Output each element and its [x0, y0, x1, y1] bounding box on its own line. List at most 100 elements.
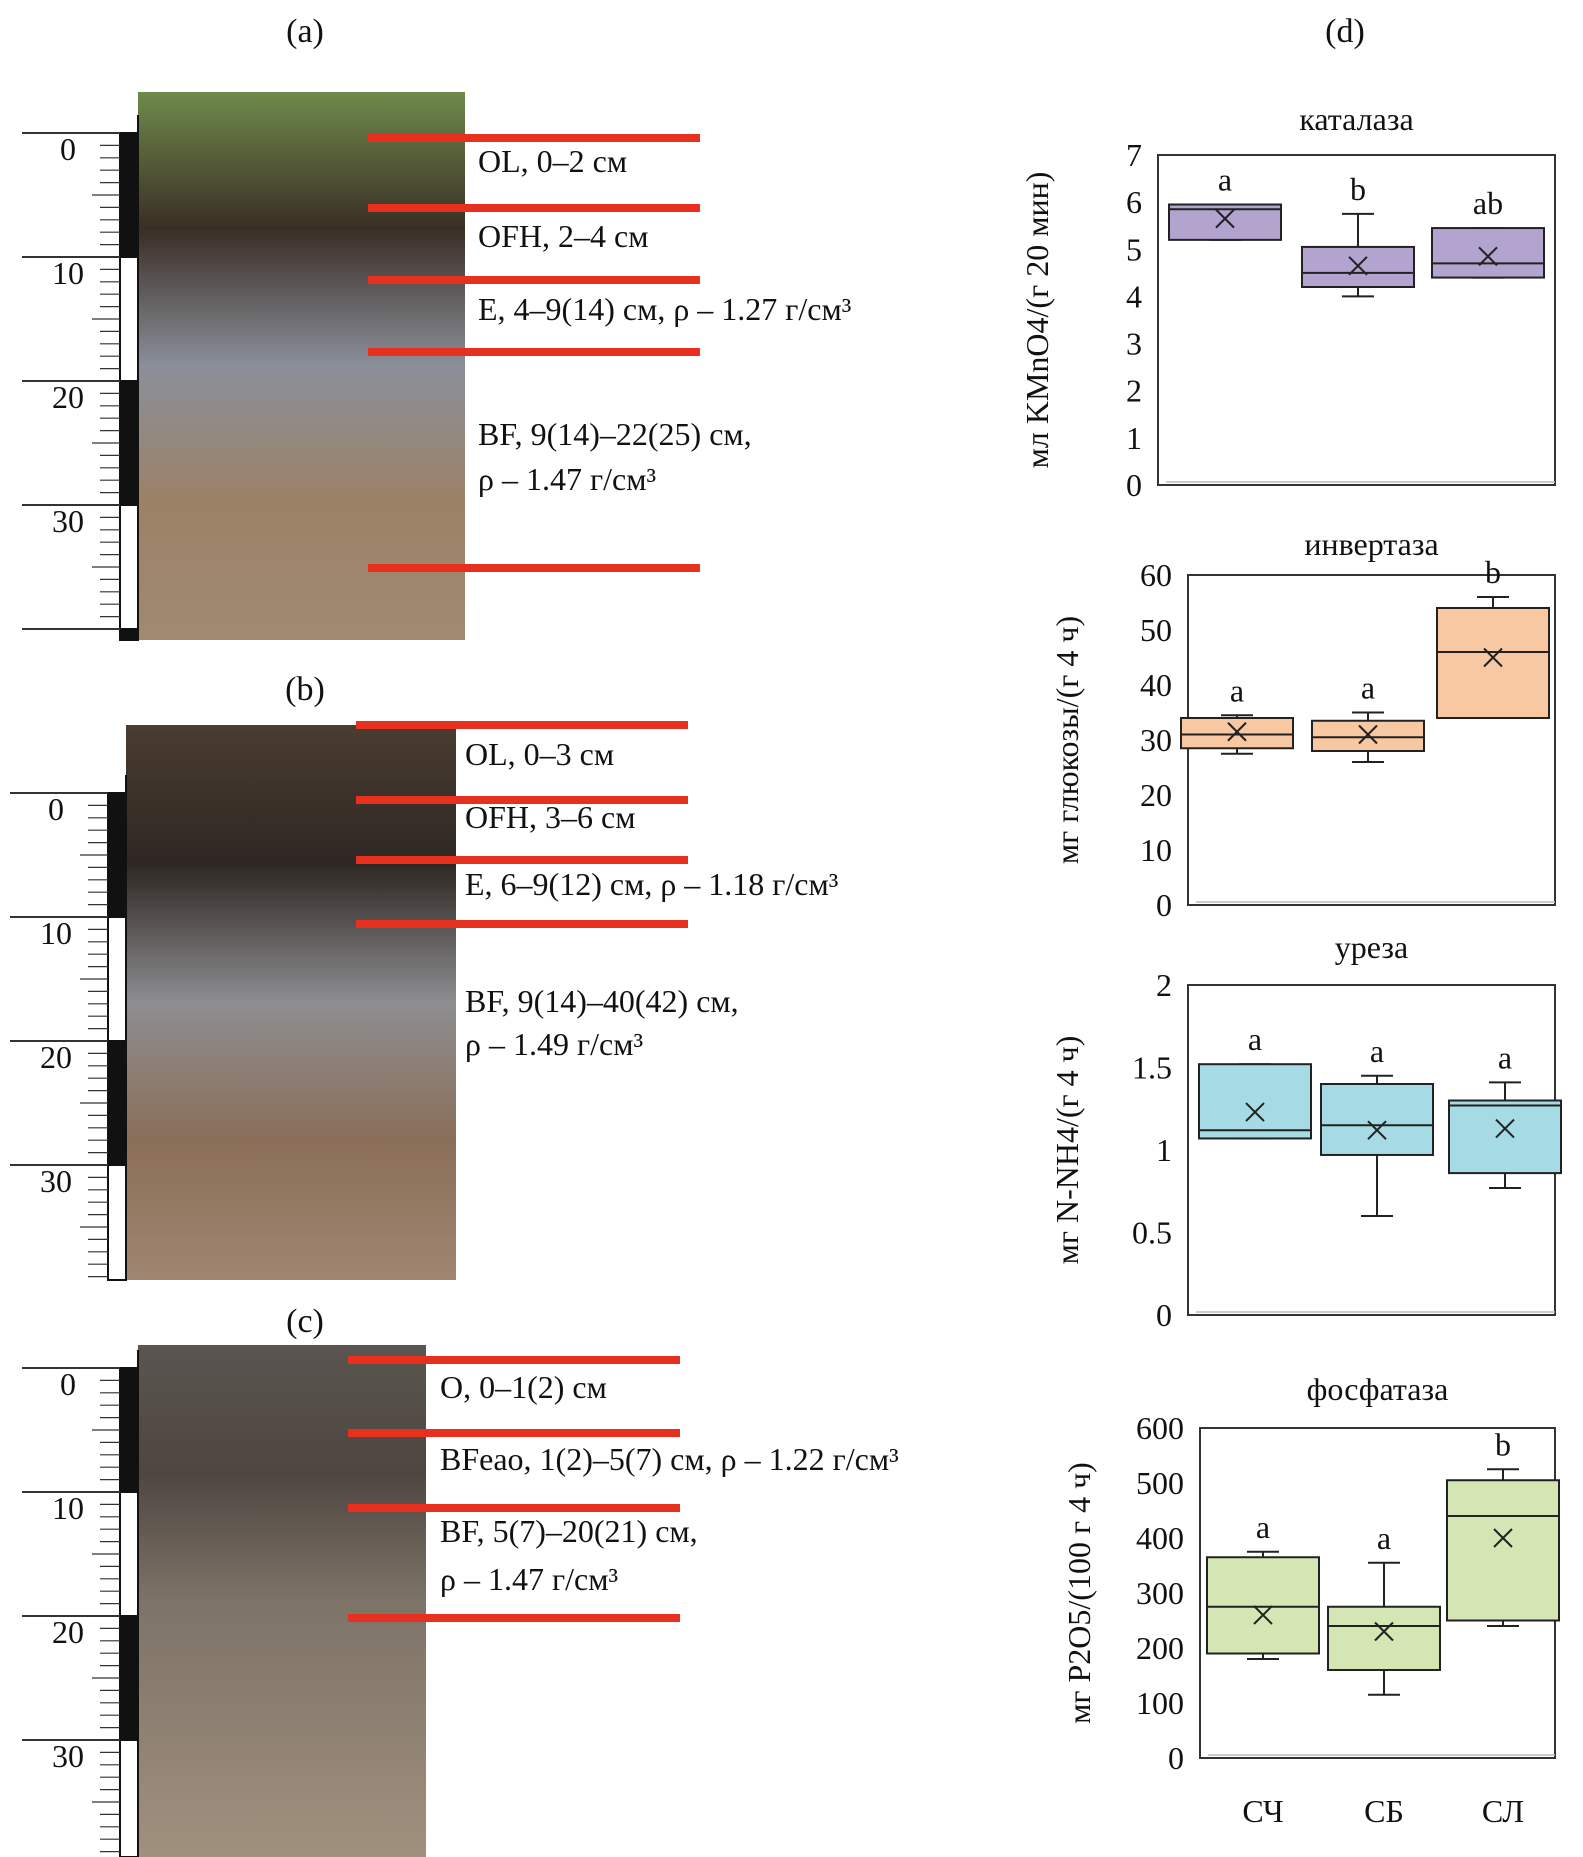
significance-letter: a [1361, 670, 1375, 706]
mean-marker [1348, 256, 1368, 276]
mean-marker [1374, 1621, 1394, 1642]
ruler-block [119, 1739, 139, 1857]
mean-marker [1483, 647, 1503, 668]
horizon-density-label: ρ – 1.47 г/см³ [478, 461, 656, 497]
ruler-tick-label: 10 [52, 1490, 84, 1526]
horizon-label: E, 6–9(12) см, ρ – 1.18 г/см³ [465, 866, 838, 902]
ruler-block [107, 916, 127, 1042]
y-axis-label: мг N-NH4/(г 4 ч) [1049, 1036, 1085, 1265]
horizon-label: BFeao, 1(2)–5(7) см, ρ – 1.22 г/см³ [440, 1441, 899, 1477]
x-category-label: СБ [1364, 1793, 1404, 1829]
significance-letter: ab [1473, 185, 1503, 221]
y-tick-label: 4 [1126, 278, 1142, 314]
mean-marker [1495, 1118, 1515, 1139]
ruler-tick-label: 30 [40, 1163, 72, 1199]
horizon-boundary-line [348, 1356, 680, 1364]
iqr-box [1431, 227, 1545, 279]
iqr-box [1320, 1083, 1434, 1156]
y-tick-label: 600 [1136, 1410, 1184, 1446]
significance-letter: a [1248, 1021, 1262, 1057]
soil-profile-b: 0 10 20 30 OL, 0–3 см OFH, 3–6 см E, 6–9(12) с… [10, 721, 838, 1281]
ruler-block [107, 792, 127, 918]
significance-letter: b [1485, 554, 1501, 590]
y-axis-label: мл KMnO4/(г 20 мин) [1019, 172, 1055, 469]
y-axis-label: мг P2O5/(100 г 4 ч) [1061, 1462, 1097, 1724]
chart-title: фосфатаза [1307, 1371, 1449, 1407]
boxplot-1: инвертаза 0 10 20 30 40 50 60 мг глюкозы/(г 4 ч)… [1049, 526, 1556, 923]
y-tick-label: 10 [1140, 832, 1172, 868]
horizon-density-label: ρ – 1.47 г/см³ [440, 1561, 618, 1597]
horizon-boundary-line [368, 134, 700, 142]
y-tick-label: 40 [1140, 667, 1172, 703]
horizon-boundary-line [368, 348, 700, 356]
horizon-label: O, 0–1(2) см [440, 1369, 607, 1405]
box-СБ: a [1311, 670, 1425, 763]
horizon-label: OFH, 2–4 см [478, 218, 648, 254]
box-СБ: b [1301, 171, 1415, 298]
ruler-tick-label: 10 [40, 915, 72, 951]
y-tick-label: 0 [1126, 467, 1142, 503]
horizon-density-label: ρ – 1.49 г/см³ [465, 1026, 643, 1062]
chart-title: инвертаза [1304, 526, 1438, 562]
y-tick-label: 3 [1126, 326, 1142, 362]
horizon-boundary-line [356, 796, 688, 804]
iqr-box [1448, 1099, 1562, 1175]
ruler-tick-label: 10 [52, 255, 84, 291]
y-tick-label: 50 [1140, 612, 1172, 648]
horizon-label: OL, 0–3 см [465, 736, 614, 772]
depth-ruler: 0 10 20 30 [22, 115, 139, 641]
box-СЧ: a [1198, 1021, 1312, 1140]
boxplot-3: фосфатаза 0 100 200 300 400 500 600 мг P2O5/(100… [1061, 1371, 1560, 1829]
box-СЛ: a [1448, 1039, 1562, 1189]
y-tick-label: 60 [1140, 557, 1172, 593]
x-category-label: СЧ [1242, 1793, 1283, 1829]
horizon-boundary-line [368, 276, 700, 284]
y-tick-label: 30 [1140, 722, 1172, 758]
y-tick-label: 0 [1156, 1297, 1172, 1333]
horizon-boundary-line [356, 721, 688, 729]
significance-letter: a [1230, 672, 1244, 708]
horizon-boundary-line [356, 856, 688, 864]
soil-profile-a: 0 10 20 30 OL, 0–2 см OFH, 2–4 см E, 4–9(14) с… [22, 92, 851, 641]
box-СЛ: b [1436, 554, 1550, 719]
box-СЛ: b [1446, 1426, 1560, 1627]
ruler-tick-label: 20 [52, 379, 84, 415]
y-tick-label: 5 [1126, 231, 1142, 267]
y-tick-label: 6 [1126, 184, 1142, 220]
horizon-boundary-line [368, 564, 700, 572]
soil-photo [138, 1345, 426, 1857]
mean-marker [1245, 1102, 1265, 1122]
soil-photo [126, 725, 456, 1280]
horizon-boundary-line [348, 1614, 680, 1622]
y-tick-label: 7 [1126, 137, 1142, 173]
horizon-label: E, 4–9(14) см, ρ – 1.27 г/см³ [478, 291, 851, 327]
soil-profile-c: 0 10 20 30 O, 0–1(2) см BFeao, 1(2)–5(7) см, … [22, 1345, 899, 1857]
x-category-label: СЛ [1482, 1793, 1524, 1829]
ruler-block [119, 504, 139, 630]
ruler-tick-label: 0 [48, 791, 64, 827]
y-tick-label: 400 [1136, 1520, 1184, 1556]
y-tick-label: 1.5 [1132, 1050, 1172, 1086]
ruler-block [119, 132, 139, 258]
y-tick-label: 500 [1136, 1465, 1184, 1501]
significance-letter: a [1498, 1039, 1512, 1075]
box-СБ: a [1327, 1520, 1441, 1696]
horizon-label: BF, 5(7)–20(21) см, [440, 1513, 698, 1549]
horizon-label: BF, 9(14)–40(42) см, [465, 983, 739, 1019]
y-tick-label: 100 [1136, 1685, 1184, 1721]
mean-marker [1367, 1120, 1387, 1140]
panel-label-c: (c) [286, 1303, 324, 1340]
significance-letter: b [1495, 1426, 1511, 1462]
panel-label-b: (b) [285, 671, 325, 708]
iqr-box [1436, 607, 1550, 719]
ruler-block [119, 1367, 139, 1493]
ruler-tick-label: 0 [60, 131, 76, 167]
ruler-tick-label: 20 [40, 1039, 72, 1075]
y-axis-label: мг глюкозы/(г 4 ч) [1049, 616, 1085, 864]
horizon-boundary-line [368, 204, 700, 212]
ruler-block [119, 628, 139, 641]
y-tick-label: 0 [1168, 1740, 1184, 1776]
mean-marker [1253, 1605, 1273, 1625]
significance-letter: b [1350, 171, 1366, 207]
